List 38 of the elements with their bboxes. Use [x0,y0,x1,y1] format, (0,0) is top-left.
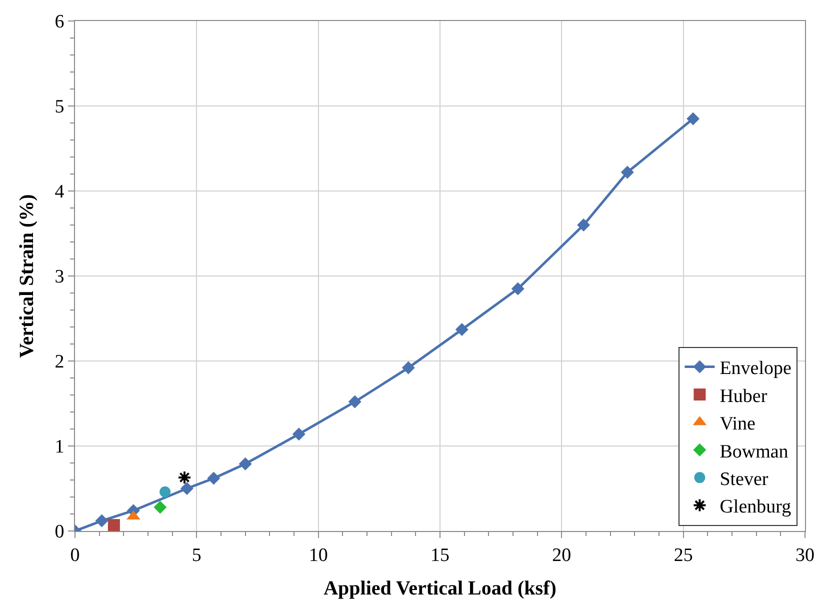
point [108,519,120,531]
y-tick-label: 4 [54,182,65,203]
y-tick-label: 0 [54,522,64,543]
y-tick-label: 3 [54,266,64,288]
y-tick-label: 6 [54,12,64,33]
point [207,472,220,485]
legend-label: Vine [720,414,756,435]
point [160,486,171,498]
point [511,282,524,296]
x-axis-title: Applied Vertical Load (ksf) [324,577,556,600]
point [402,361,415,374]
x-tick-label: 25 [674,544,693,566]
point [238,457,252,470]
legend-label: Huber [720,386,768,407]
point [95,514,108,528]
point [577,218,590,232]
x-tick-label: 10 [308,544,328,566]
point [455,323,468,336]
point [620,166,634,179]
point [292,428,306,441]
x-tick-label: 30 [796,544,814,566]
point [686,112,700,126]
x-tick-label: 15 [430,544,450,566]
legend-label: Envelope [720,358,792,380]
legend-label: Stever [720,468,769,490]
x-tick-label: 0 [70,544,80,566]
y-tick-label: 2 [54,352,64,373]
legend-label: Glenburg [720,496,792,518]
x-tick-label: 20 [552,544,572,566]
legend-label: Bowman [720,441,789,462]
point [180,482,194,495]
y-tick-label: 1 [54,436,64,458]
y-tick-label: 5 [54,96,64,118]
y-axis-title: Vertical Strain (%) [16,194,38,358]
point [178,470,192,484]
point [154,500,167,514]
point [348,395,362,408]
x-tick-label: 5 [192,544,202,566]
